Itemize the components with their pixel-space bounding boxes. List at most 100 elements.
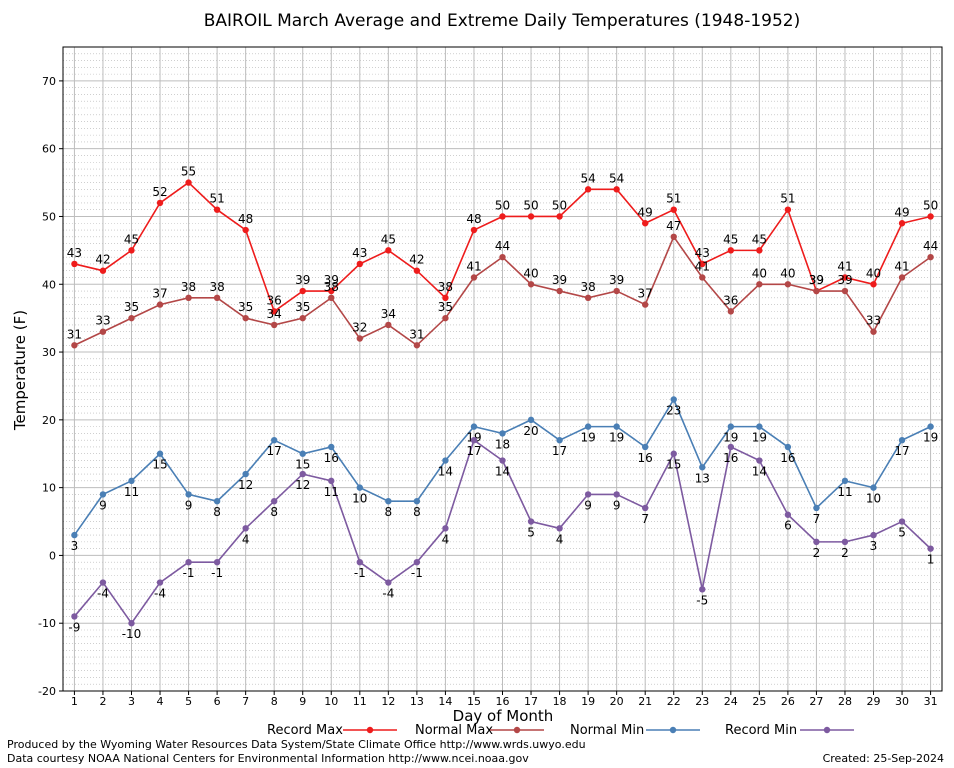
data-label-normal-min: 10 xyxy=(866,492,881,506)
data-label-normal-max: 38 xyxy=(209,280,224,294)
x-tick-label: 16 xyxy=(496,695,510,708)
data-label-normal-min: 11 xyxy=(124,485,139,499)
data-point-normal-max xyxy=(99,328,107,335)
data-label-record-max: 52 xyxy=(152,185,167,199)
data-label-normal-max: 35 xyxy=(238,300,253,314)
y-tick-label: 60 xyxy=(42,143,56,156)
data-label-normal-min: 19 xyxy=(923,431,938,445)
data-point-record-max xyxy=(699,260,706,268)
data-label-record-min: 9 xyxy=(613,498,621,512)
data-label-record-min: -1 xyxy=(354,566,366,580)
data-point-normal-max xyxy=(841,287,849,295)
data-label-normal-max: 40 xyxy=(523,266,538,280)
data-point-record-min xyxy=(527,518,535,525)
data-label-normal-min: 8 xyxy=(213,505,221,519)
data-label-normal-max: 31 xyxy=(67,327,82,341)
data-label-record-min: -1 xyxy=(211,566,223,580)
data-point-record-min xyxy=(756,457,763,464)
data-point-record-max xyxy=(299,287,306,295)
y-axis-label: Temperature (F) xyxy=(11,310,29,431)
data-label-normal-min: 20 xyxy=(523,424,538,438)
data-label-record-max: 49 xyxy=(638,205,653,219)
data-label-normal-max: 38 xyxy=(181,280,196,294)
data-label-record-min: -4 xyxy=(382,587,394,601)
x-tick-label: 2 xyxy=(99,695,106,708)
data-point-record-min xyxy=(356,559,364,566)
data-label-record-min: 14 xyxy=(752,465,767,479)
data-label-record-max: 51 xyxy=(780,192,795,206)
x-tick-label: 27 xyxy=(809,695,823,708)
x-tick-label: 28 xyxy=(838,695,852,708)
data-point-normal-min xyxy=(413,497,421,505)
data-point-record-max xyxy=(356,260,364,268)
data-label-normal-max: 39 xyxy=(809,273,824,287)
data-point-normal-max xyxy=(499,253,506,261)
data-point-record-min xyxy=(641,504,649,512)
legend-marker-normal-max xyxy=(513,726,521,734)
data-label-normal-max: 37 xyxy=(152,287,167,301)
data-point-record-min xyxy=(156,579,164,586)
data-point-normal-max xyxy=(71,342,78,349)
data-point-normal-min xyxy=(927,423,934,430)
x-tick-label: 23 xyxy=(695,695,709,708)
data-label-normal-max: 44 xyxy=(495,239,510,253)
data-point-record-min xyxy=(71,613,78,620)
data-label-normal-min: 16 xyxy=(638,451,653,465)
data-point-normal-min xyxy=(128,477,135,485)
data-label-record-min: 8 xyxy=(270,505,278,519)
data-label-normal-max: 31 xyxy=(409,327,424,341)
data-label-record-max: 50 xyxy=(923,198,938,212)
legend-marker-normal-min xyxy=(669,726,677,734)
data-point-normal-min xyxy=(499,430,506,437)
data-point-normal-min xyxy=(185,491,192,498)
data-point-normal-min xyxy=(584,423,592,430)
data-point-normal-min xyxy=(213,497,221,505)
data-label-normal-max: 41 xyxy=(894,259,909,273)
x-tick-label: 17 xyxy=(524,695,538,708)
data-label-normal-max: 38 xyxy=(580,280,595,294)
data-label-normal-min: 14 xyxy=(438,465,453,479)
data-point-normal-min xyxy=(727,423,735,430)
x-tick-label: 21 xyxy=(638,695,652,708)
data-label-record-max: 51 xyxy=(209,192,224,206)
data-label-record-max: 39 xyxy=(809,273,824,287)
x-tick-label: 13 xyxy=(410,695,424,708)
data-point-record-max xyxy=(213,206,221,213)
x-tick-label: 5 xyxy=(185,695,192,708)
data-label-normal-min: 17 xyxy=(267,444,282,458)
x-tick-label: 3 xyxy=(128,695,135,708)
legend-label-record-max: Record Max xyxy=(267,723,343,738)
data-point-normal-min xyxy=(299,450,306,457)
data-label-record-min: 4 xyxy=(556,532,564,546)
data-label-record-max: 43 xyxy=(695,246,710,260)
data-point-record-max xyxy=(784,206,792,213)
data-label-normal-min: 16 xyxy=(324,451,339,465)
legend-label-normal-min: Normal Min xyxy=(570,723,644,738)
x-axis-label: Day of Month xyxy=(453,707,554,725)
data-point-record-min xyxy=(470,436,478,444)
data-label-record-max: 39 xyxy=(295,273,310,287)
data-point-record-min xyxy=(128,620,135,627)
x-tick-label: 26 xyxy=(781,695,795,708)
data-label-record-min: 4 xyxy=(242,532,250,546)
legend-marker-record-max xyxy=(366,726,374,734)
data-label-normal-max: 41 xyxy=(466,259,481,273)
y-axis-ticks: -20 -10 0 10 20 30 40 50 60 70 xyxy=(38,75,63,698)
data-label-normal-min: 19 xyxy=(752,431,767,445)
data-point-normal-max xyxy=(556,287,563,295)
x-tick-label: 15 xyxy=(467,695,481,708)
data-label-record-max: 36 xyxy=(267,293,282,307)
data-point-normal-max xyxy=(299,314,306,322)
data-point-normal-max xyxy=(185,294,192,302)
data-label-record-max: 55 xyxy=(181,165,196,179)
plot-grid xyxy=(63,46,942,692)
data-point-record-max xyxy=(613,186,620,193)
data-point-record-min xyxy=(670,450,677,457)
data-point-record-max xyxy=(270,308,278,315)
data-label-normal-max: 32 xyxy=(352,320,367,334)
data-point-normal-max xyxy=(641,301,649,308)
data-label-record-max: 40 xyxy=(866,266,881,280)
data-point-record-max xyxy=(641,220,649,227)
